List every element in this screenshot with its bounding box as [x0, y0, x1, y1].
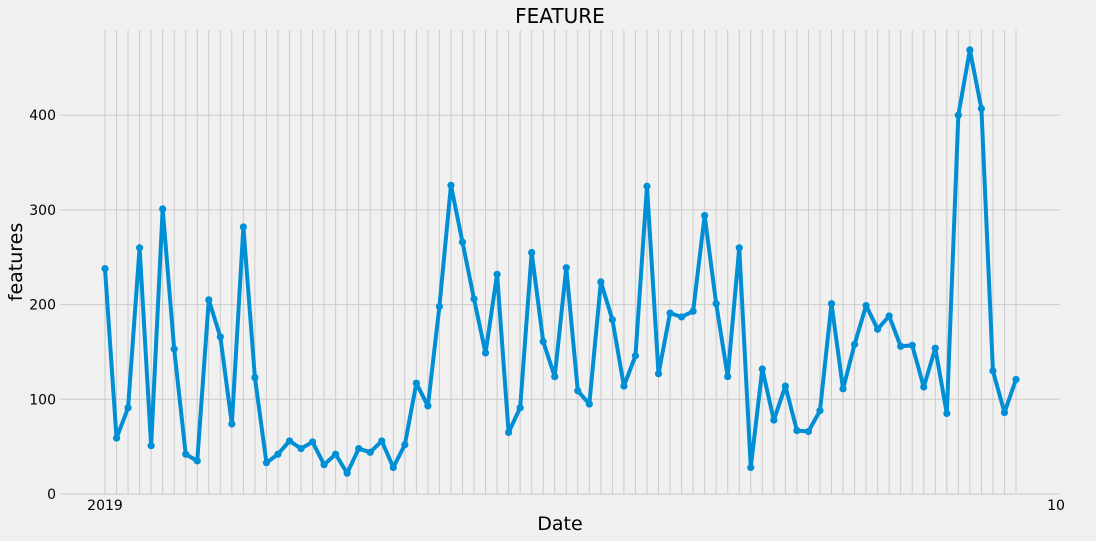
data-point [816, 407, 824, 415]
data-point [366, 448, 374, 456]
data-point [747, 463, 755, 472]
data-point [332, 450, 340, 458]
data-point [908, 341, 916, 349]
data-point [343, 469, 351, 477]
data-point [562, 264, 570, 272]
data-point [308, 438, 317, 446]
data-point [228, 420, 236, 428]
data-point [458, 238, 467, 246]
data-point [528, 248, 536, 257]
data-point [216, 333, 224, 341]
data-point [966, 46, 974, 54]
y-tick-label: 0 [47, 487, 56, 503]
data-point [516, 404, 524, 412]
data-point [378, 437, 386, 445]
data-point [170, 345, 178, 353]
data-point [735, 244, 743, 252]
data-point [470, 295, 478, 303]
data-point [101, 265, 109, 273]
data-point [389, 463, 397, 472]
y-tick-labels: 0 100 200 300 400 [29, 108, 56, 503]
x-gridlines [104, 30, 1017, 494]
data-point [355, 444, 363, 453]
data-point [159, 205, 167, 213]
data-point [262, 459, 271, 467]
data-point [931, 344, 939, 352]
x-tick-labels: 2019 10 [87, 498, 1065, 514]
data-point [182, 450, 190, 458]
data-point [827, 300, 836, 308]
x-tick-label-last: 10 [1047, 498, 1065, 514]
data-point [989, 367, 997, 375]
data-point [643, 182, 651, 190]
data-point [401, 441, 409, 449]
data-point [943, 409, 951, 418]
data-point [677, 313, 686, 321]
data-point [274, 450, 282, 458]
data-point [320, 461, 328, 469]
data-point [585, 400, 593, 408]
data-point [608, 316, 616, 324]
data-point [954, 111, 962, 119]
y-tick-label: 200 [29, 298, 56, 314]
data-point [205, 296, 213, 304]
data-point [977, 104, 986, 113]
data-point [447, 181, 455, 189]
data-point [124, 404, 132, 412]
data-point [839, 385, 847, 393]
data-point [193, 457, 201, 465]
data-point [654, 370, 663, 378]
data-point [493, 270, 501, 278]
data-point [412, 379, 420, 387]
data-point [597, 278, 605, 286]
series-line [103, 47, 1018, 476]
data-point [1000, 408, 1009, 417]
data-point [712, 300, 720, 308]
data-point [666, 309, 674, 317]
data-point [505, 428, 513, 437]
data-point [112, 434, 121, 442]
data-point [793, 426, 801, 435]
data-point [689, 307, 697, 315]
data-point [239, 223, 247, 231]
data-point [1012, 375, 1020, 384]
data-point [631, 352, 640, 360]
data-point [804, 427, 813, 436]
x-tick-label-first: 2019 [87, 498, 123, 514]
data-point [424, 402, 432, 410]
y-tick-label: 100 [29, 392, 56, 408]
data-point [874, 325, 882, 333]
data-point [724, 372, 732, 381]
series-points [101, 46, 1020, 477]
chart-title: FEATURE [515, 4, 605, 28]
data-point [862, 301, 870, 310]
y-tick-label: 300 [29, 203, 56, 219]
data-point [135, 244, 144, 252]
data-point [251, 373, 259, 382]
data-point [781, 382, 789, 390]
y-axis-title: features [5, 223, 27, 302]
data-point [574, 387, 582, 395]
data-point [435, 302, 444, 311]
data-point [551, 372, 559, 381]
data-point [701, 212, 709, 220]
x-axis-title: Date [537, 513, 582, 535]
data-point [147, 442, 155, 450]
data-point [297, 444, 305, 453]
data-point [285, 437, 294, 445]
data-point [885, 312, 893, 320]
y-tick-label: 400 [29, 108, 56, 124]
data-point [770, 416, 778, 424]
data-point [481, 349, 490, 357]
data-point [539, 337, 547, 346]
data-point [897, 342, 905, 350]
data-point [920, 383, 928, 391]
data-point [850, 340, 859, 348]
data-point [620, 382, 628, 390]
data-point [758, 365, 766, 373]
